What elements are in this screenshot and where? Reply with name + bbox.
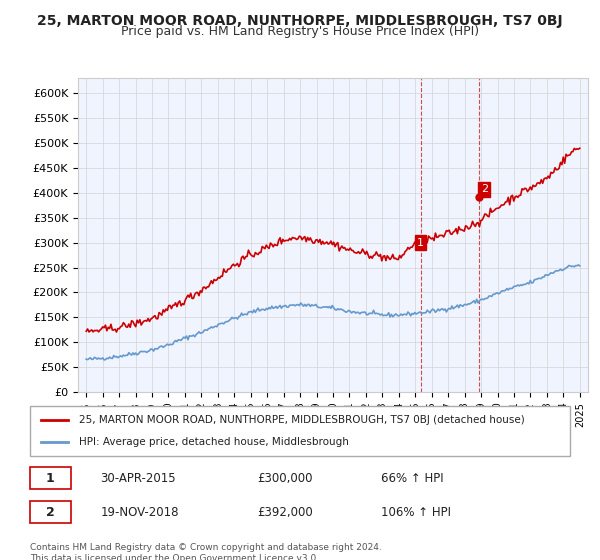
Text: £392,000: £392,000 [257,506,313,519]
Text: 1: 1 [417,237,424,248]
Text: £300,000: £300,000 [257,472,312,484]
Text: 30-APR-2015: 30-APR-2015 [100,472,176,484]
Text: 25, MARTON MOOR ROAD, NUNTHORPE, MIDDLESBROUGH, TS7 0BJ (detached house): 25, MARTON MOOR ROAD, NUNTHORPE, MIDDLES… [79,415,524,425]
Text: 19-NOV-2018: 19-NOV-2018 [100,506,179,519]
Text: HPI: Average price, detached house, Middlesbrough: HPI: Average price, detached house, Midd… [79,437,349,447]
Text: Contains HM Land Registry data © Crown copyright and database right 2024.
This d: Contains HM Land Registry data © Crown c… [30,543,382,560]
FancyBboxPatch shape [30,501,71,523]
FancyBboxPatch shape [30,467,71,489]
Text: 2: 2 [481,184,488,194]
Text: 2: 2 [46,506,55,519]
Text: 25, MARTON MOOR ROAD, NUNTHORPE, MIDDLESBROUGH, TS7 0BJ: 25, MARTON MOOR ROAD, NUNTHORPE, MIDDLES… [37,14,563,28]
Text: Price paid vs. HM Land Registry's House Price Index (HPI): Price paid vs. HM Land Registry's House … [121,25,479,38]
Text: 66% ↑ HPI: 66% ↑ HPI [381,472,443,484]
Text: 1: 1 [46,472,55,484]
FancyBboxPatch shape [30,406,570,456]
Text: 106% ↑ HPI: 106% ↑ HPI [381,506,451,519]
